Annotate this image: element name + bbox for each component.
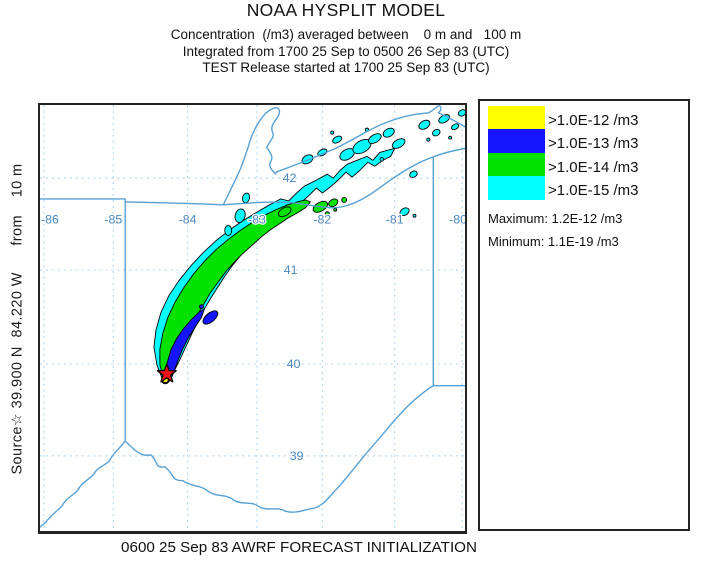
grid-lines [40, 105, 465, 531]
title-block: NOAA HYSPLIT MODEL Concentration (/m3) a… [0, 0, 692, 77]
lat-label: 42 [283, 171, 297, 185]
legend-entry: >1.0E-12 /m3 [488, 106, 688, 130]
lat-label: 41 [284, 263, 298, 277]
lon-label: -80 [449, 213, 465, 227]
legend-swatch-cyan [488, 176, 545, 200]
forecast-caption: 0600 25 Sep 83 AWRF FORECAST INITIALIZAT… [121, 539, 477, 556]
lon-label: -82 [313, 213, 331, 227]
legend-maximum: Maximum: 1.2E-12 /m3 [488, 210, 623, 226]
lon-label: -85 [104, 213, 122, 227]
state-borders [40, 105, 465, 528]
lat-label: 40 [287, 357, 301, 371]
lon-label: -83 [248, 213, 266, 227]
legend-swatch-green [488, 152, 545, 177]
legend-swatch-blue [488, 129, 545, 153]
legend-entry: >1.0E-13 /m3 [488, 129, 688, 153]
lon-label: -81 [386, 213, 404, 227]
concentration-map: -86 -85 -84 -83 -82 -81 -80 42 41 40 39 [40, 105, 465, 531]
legend-rows: >1.0E-12 /m3 >1.0E-13 /m3 >1.0E-14 /m3 >… [480, 101, 688, 200]
page-title: NOAA HYSPLIT MODEL [246, 0, 446, 20]
legend-minimum: Minimum: 1.1E-19 /m3 [488, 233, 619, 249]
source-axis-label: Source☆ 39.900 N 84.220 W from 10 m [0, 103, 36, 534]
subtitle-release-info: TEST Release started at 1700 25 Sep 83 (… [202, 60, 490, 75]
legend-entry-label: >1.0E-13 /m3 [548, 135, 639, 153]
plume-blue-layer [164, 304, 219, 382]
lat-label: 39 [290, 449, 304, 463]
source-star-icon [156, 363, 177, 383]
plume-cyan-layer [153, 109, 465, 384]
map-grid-labels: -86 -85 -84 -83 -82 -81 -80 42 41 40 39 [40, 170, 465, 464]
legend-entry-label: >1.0E-14 /m3 [548, 158, 639, 176]
legend-entry-label: >1.0E-15 /m3 [548, 182, 639, 200]
lon-label: -84 [179, 213, 197, 227]
source-axis-label-text: Source☆ 39.900 N 84.220 W from 10 m [10, 162, 26, 475]
legend-panel: >1.0E-12 /m3 >1.0E-13 /m3 >1.0E-14 /m3 >… [478, 99, 690, 531]
subtitle-concentration: Concentration (/m3) averaged between 0 m… [170, 27, 522, 42]
legend-entry: >1.0E-15 /m3 [488, 176, 688, 200]
legend-swatch-yellow [488, 106, 545, 130]
lon-label: -86 [41, 213, 59, 227]
subtitle-integration-period: Integrated from 1700 25 Sep to 0500 26 S… [182, 43, 510, 59]
legend-entry-label: >1.0E-12 /m3 [548, 112, 639, 129]
map-frame: -86 -85 -84 -83 -82 -81 -80 42 41 40 39 [38, 103, 467, 534]
legend-entry: >1.0E-14 /m3 [488, 152, 688, 177]
